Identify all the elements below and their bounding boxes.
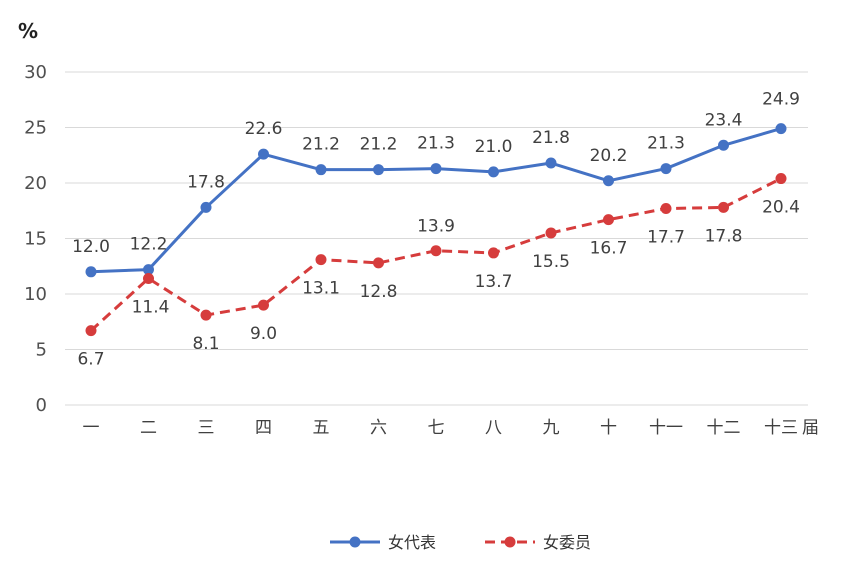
data-label: 9.0	[250, 324, 277, 344]
x-tick-label: 五	[313, 418, 330, 438]
x-axis-unit: 届	[802, 418, 819, 438]
data-labels: 12.0 12.2 17.8 22.6 21.2 21.2 21.3 21.0 21.8 20.2…	[72, 90, 800, 370]
data-label: 21.2	[302, 135, 340, 155]
x-tick-label: 九	[543, 418, 560, 438]
data-point	[373, 164, 384, 176]
data-point	[775, 173, 787, 185]
data-point	[315, 164, 327, 176]
data-label: 12.8	[360, 282, 398, 302]
data-point	[603, 214, 614, 226]
data-point	[660, 203, 672, 215]
legend-label: 女委员	[543, 533, 591, 552]
data-point	[775, 123, 787, 135]
series-group	[85, 123, 787, 337]
data-label: 17.8	[705, 226, 743, 246]
data-label: 12.0	[72, 237, 110, 257]
data-point	[143, 272, 154, 284]
x-tick-label: 二	[140, 418, 157, 438]
y-axis: 0 5 10 15 20 25 30	[24, 62, 47, 416]
y-axis-unit: %	[18, 19, 38, 43]
data-label: 20.4	[762, 198, 800, 218]
x-tick-label: 十二	[707, 418, 741, 438]
data-label: 20.2	[590, 146, 628, 166]
data-point	[430, 245, 442, 257]
legend-marker	[349, 536, 361, 548]
y-tick-label: 20	[24, 173, 47, 194]
data-point	[143, 264, 154, 276]
data-label: 13.1	[302, 279, 340, 299]
x-axis: 一 二 三 四 五 六 七 八 九 十 十一 十二 十三	[83, 418, 799, 438]
x-tick-label: 四	[255, 418, 272, 438]
data-point	[660, 163, 672, 175]
x-tick-label: 八	[485, 418, 502, 438]
y-tick-label: 0	[36, 395, 47, 416]
x-tick-label: 七	[428, 418, 445, 438]
x-tick-label: 三	[198, 418, 215, 438]
data-point	[430, 163, 442, 175]
y-tick-label: 25	[24, 118, 47, 139]
data-label: 21.3	[417, 134, 455, 154]
data-label: 21.8	[532, 128, 570, 148]
data-point	[315, 254, 327, 266]
data-point	[603, 175, 614, 187]
data-point	[258, 299, 269, 311]
y-tick-label: 5	[36, 340, 47, 361]
data-label: 12.2	[130, 235, 168, 255]
data-label: 16.7	[590, 239, 628, 259]
data-point	[545, 227, 557, 239]
gridlines	[65, 71, 808, 406]
data-label: 6.7	[77, 350, 104, 370]
data-label: 24.9	[762, 90, 800, 110]
x-tick-label: 一	[83, 418, 100, 438]
x-tick-label: 六	[370, 418, 387, 438]
data-label: 13.7	[475, 272, 513, 292]
data-label: 17.8	[187, 172, 225, 192]
data-point	[545, 157, 557, 169]
data-label: 21.2	[360, 135, 398, 155]
data-point	[488, 247, 499, 259]
data-label: 15.5	[532, 252, 570, 272]
data-point	[258, 148, 269, 160]
data-label: 13.9	[417, 217, 455, 237]
data-point	[718, 201, 729, 213]
data-point	[85, 266, 97, 278]
data-label: 21.3	[647, 134, 685, 154]
y-tick-label: 30	[24, 62, 47, 83]
data-point	[718, 139, 729, 151]
x-tick-label: 十一	[649, 418, 683, 438]
data-label: 23.4	[705, 110, 743, 130]
data-label: 8.1	[192, 334, 219, 354]
data-point	[200, 309, 212, 321]
y-tick-label: 10	[24, 284, 47, 305]
x-tick-label: 十	[600, 418, 617, 438]
data-label: 22.6	[245, 119, 283, 139]
data-point	[200, 201, 212, 213]
data-label: 11.4	[132, 297, 170, 317]
data-point	[373, 257, 384, 269]
data-label: 17.7	[647, 228, 685, 248]
legend-label: 女代表	[388, 533, 436, 552]
data-point	[85, 325, 97, 337]
data-label: 21.0	[475, 137, 513, 157]
legend: 女代表 女委员	[330, 533, 591, 552]
legend-marker	[504, 536, 516, 548]
y-tick-label: 15	[24, 229, 47, 250]
data-point	[488, 166, 499, 178]
x-tick-label: 十三	[764, 418, 798, 438]
